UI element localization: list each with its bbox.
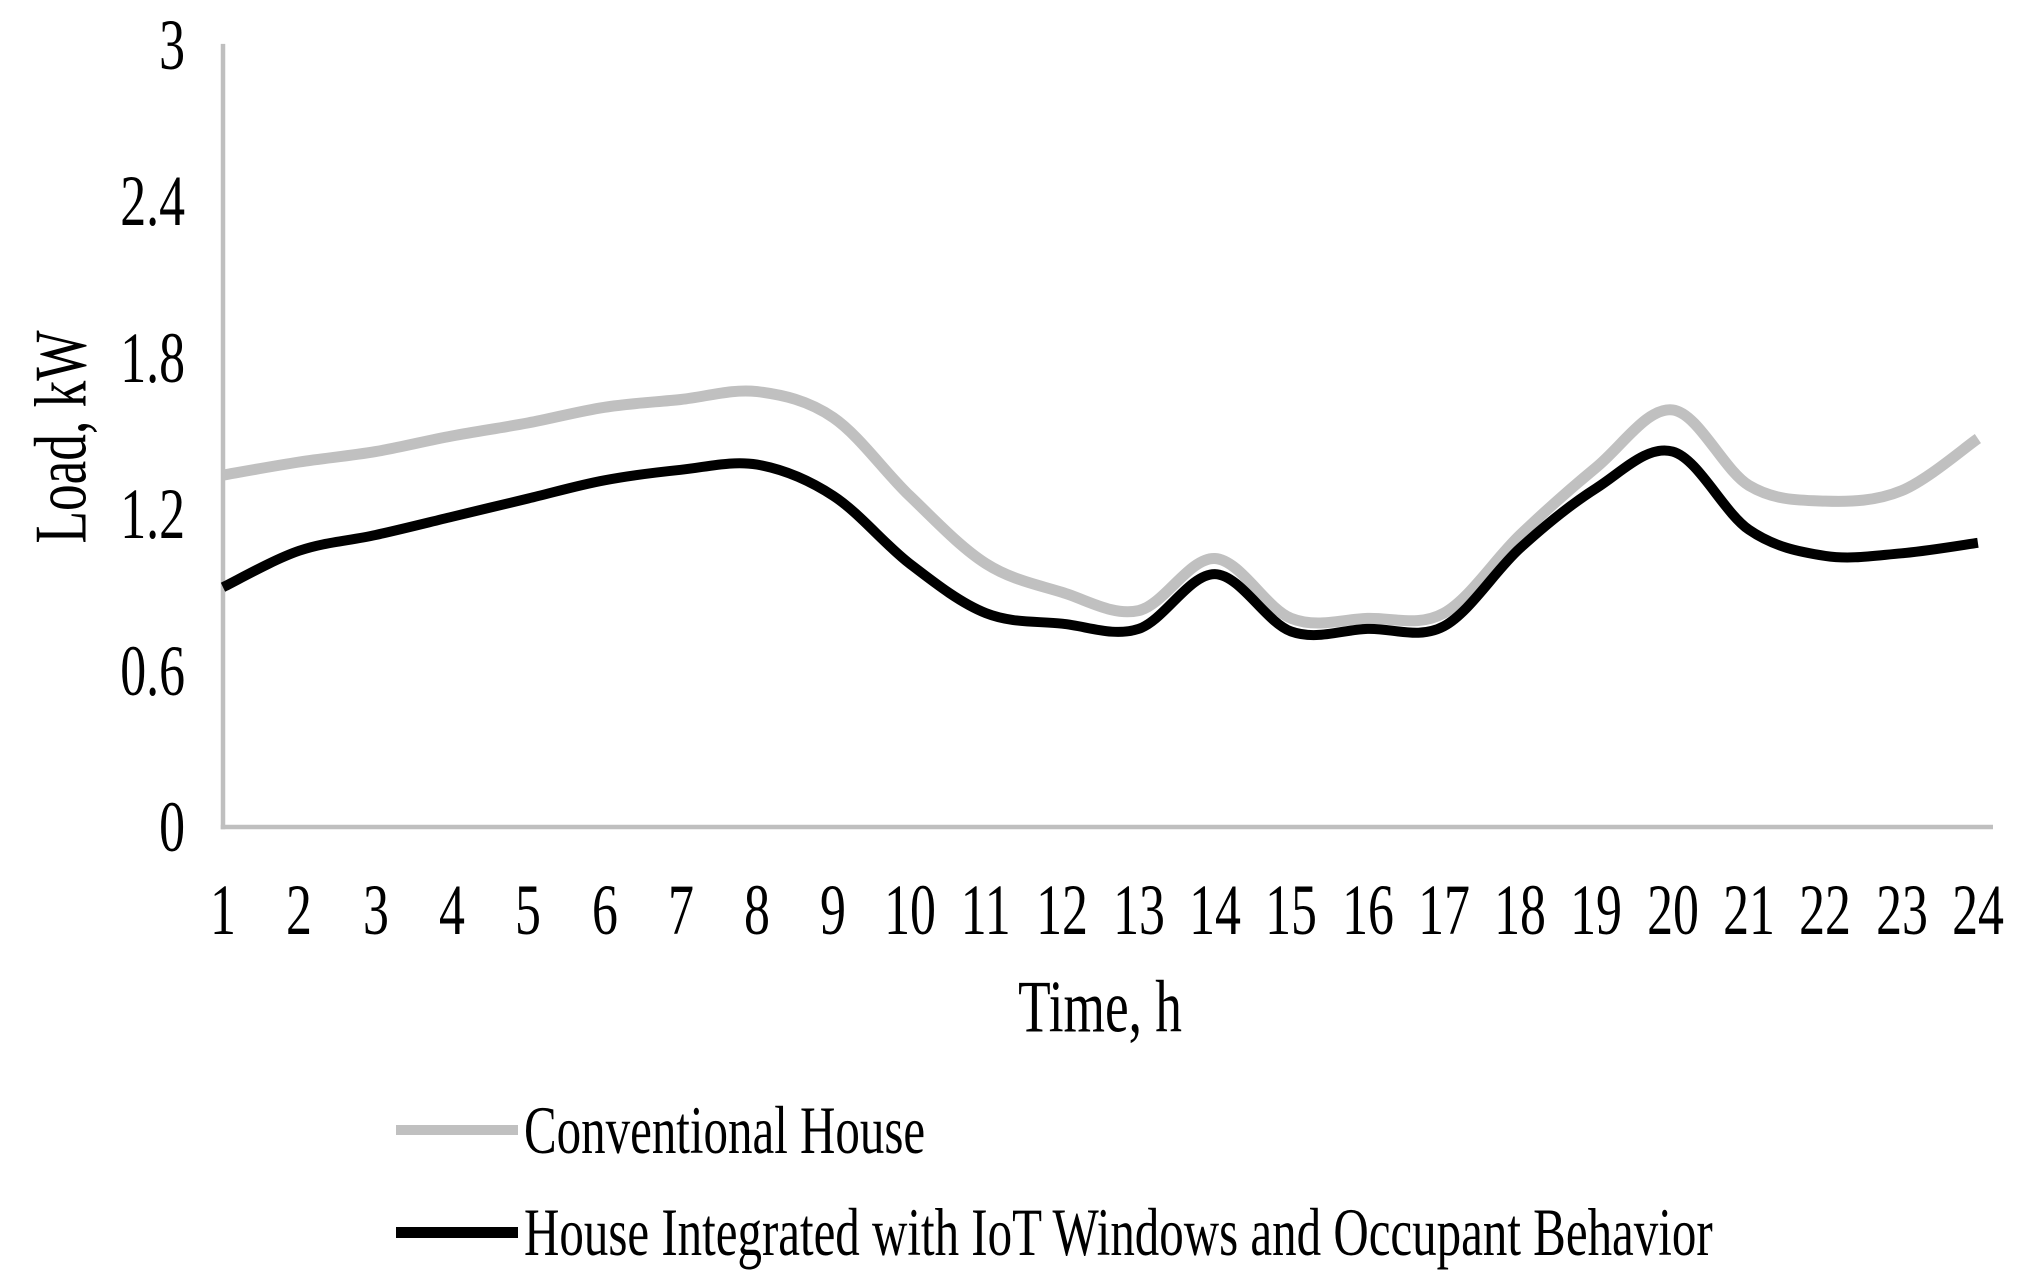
- x-tick-label: 3: [362, 870, 389, 950]
- legend-item-conventional: Conventional House: [396, 1094, 1081, 1166]
- x-tick-label: 7: [667, 870, 694, 950]
- x-tick-label: 10: [883, 870, 936, 950]
- x-axis-line: [220, 824, 1993, 830]
- x-tick-label: 20: [1646, 870, 1699, 950]
- series-line-iot-house: [220, 445, 1979, 641]
- y-tick-label: 3: [159, 4, 185, 85]
- x-tick-label: 4: [438, 870, 465, 950]
- x-tick-label: 5: [515, 870, 542, 950]
- x-tick-label: 22: [1799, 870, 1852, 950]
- x-tick-label: 9: [820, 870, 847, 950]
- y-tick-label: 2.4: [120, 161, 185, 242]
- y-tick-label: 0.6: [120, 630, 185, 711]
- x-tick-label: 11: [961, 870, 1011, 950]
- x-tick-label: 16: [1341, 870, 1394, 950]
- legend-label: House Integrated with IoT Windows and Oc…: [524, 1194, 1713, 1270]
- x-tick-label: 1: [210, 870, 236, 950]
- x-tick-label: 8: [744, 870, 771, 950]
- axes: [220, 43, 1993, 830]
- y-axis-title: Load, kW: [20, 330, 103, 544]
- x-tick-label: 2: [286, 870, 313, 950]
- x-tick-label: 18: [1494, 870, 1547, 950]
- x-tick-label: 13: [1112, 870, 1165, 950]
- x-tick-label: 14: [1188, 870, 1241, 950]
- x-tick-label: 15: [1265, 870, 1318, 950]
- legend-item-iot: House Integrated with IoT Windows and Oc…: [396, 1196, 2023, 1268]
- y-tick-label: 0: [159, 787, 185, 867]
- x-tick-label: 23: [1875, 870, 1928, 950]
- x-tick-label: 24: [1951, 870, 2004, 950]
- gray-line-swatch: [396, 1125, 518, 1135]
- series-line-conventional-house: [222, 385, 1982, 629]
- x-tick-label: 17: [1417, 870, 1470, 950]
- legend-label: Conventional House: [524, 1092, 926, 1168]
- x-tick-label: 6: [591, 870, 618, 950]
- series-lines: [220, 385, 1982, 641]
- y-tick-label: 1.8: [120, 317, 185, 398]
- y-tick-label: 1.2: [120, 474, 185, 555]
- black-line-swatch: [396, 1226, 518, 1238]
- x-tick-label: 21: [1723, 870, 1775, 950]
- x-tick-label: 12: [1036, 870, 1089, 950]
- x-axis-title: Time, h: [1018, 966, 1182, 1049]
- x-tick-label: 19: [1570, 870, 1623, 950]
- y-axis-line: [220, 43, 226, 830]
